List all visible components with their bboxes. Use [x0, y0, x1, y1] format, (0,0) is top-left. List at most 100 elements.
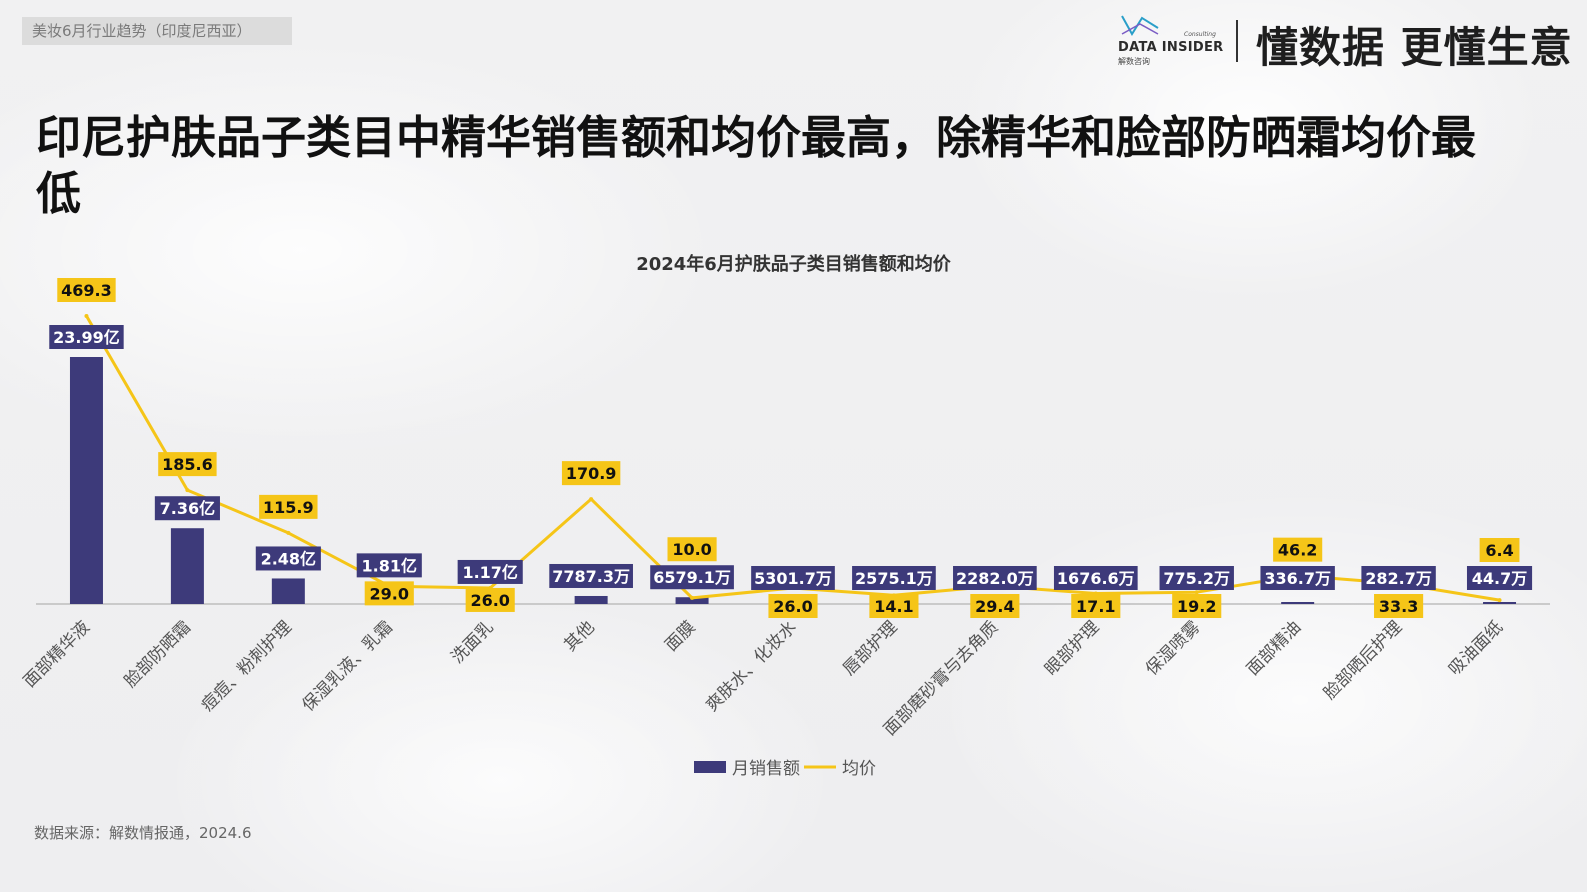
bar-6 [675, 597, 709, 604]
logo-sub: 解数咨询 [1118, 57, 1150, 66]
line-label-9-bg [970, 594, 1020, 618]
bar-label-9-text: 2282.0万 [956, 569, 1034, 588]
line-label-12: 46.2 [1273, 537, 1323, 562]
line-label-7: 26.0 [768, 594, 818, 618]
line-label-10-bg [1071, 594, 1121, 618]
x-tick-label-8: 唇部护理 [839, 617, 901, 679]
bar-label-5-text: 7787.3万 [552, 567, 630, 586]
bar-label-2: 2.48亿 [255, 546, 321, 571]
bar-label-10: 1676.6万 [1053, 566, 1138, 590]
bar-label-4: 1.17亿 [457, 559, 523, 584]
x-tick-label-13: 脸部晒后护理 [1320, 617, 1406, 703]
bar-label-7-text: 5301.7万 [754, 569, 832, 588]
bar-label-11-text: 775.2万 [1163, 569, 1230, 588]
x-tick-label-3: 保湿乳液、乳霜 [299, 617, 397, 715]
line-point-11 [1194, 590, 1199, 595]
line-label-2-bg [259, 494, 318, 519]
breadcrumb: 美妆6月行业趋势（印度尼西亚） [22, 17, 292, 45]
x-tick-label-6: 面膜 [661, 617, 699, 655]
x-tick-label-11: 保湿喷雾 [1142, 617, 1204, 679]
bar-label-11: 775.2万 [1159, 566, 1234, 590]
x-tick-label-10: 眼部护理 [1041, 617, 1103, 679]
line-label-0-text: 469.3 [61, 281, 112, 300]
bar-label-6-text: 6579.1万 [653, 568, 731, 587]
bar-label-4-bg [457, 559, 523, 584]
chart-title: 2024年6月护肤品子类目销售额和均价 [636, 254, 951, 275]
line-label-13: 33.3 [1374, 594, 1424, 618]
logo-text: DATA INSIDER [1118, 40, 1224, 55]
line-label-0-bg [57, 278, 116, 302]
legend-line-label: 均价 [842, 759, 876, 779]
bar-label-14-text: 44.7万 [1472, 569, 1527, 588]
line-label-6: 10.0 [667, 537, 717, 562]
legend-bar-label: 月销售额 [732, 759, 800, 779]
line-label-8-bg [869, 594, 919, 618]
bar-label-7-bg [751, 566, 835, 590]
bar-label-0: 23.99亿 [49, 325, 124, 349]
bar-label-7: 5301.7万 [751, 566, 835, 590]
x-tick-label-7: 爽肤水、化妆水 [702, 617, 800, 715]
data-source: 数据来源：解数情报通，2024.6 [34, 824, 252, 842]
line-label-4-text: 26.0 [470, 591, 509, 610]
bar-label-9-bg [953, 566, 1037, 590]
line-label-13-bg [1374, 594, 1424, 618]
bar-label-3: 1.81亿 [356, 553, 422, 578]
line-label-12-bg [1273, 537, 1323, 562]
bar-label-6: 6579.1万 [650, 565, 734, 590]
line-label-12-text: 46.2 [1278, 541, 1317, 560]
x-tick-label-14: 吸油面纸 [1445, 617, 1507, 679]
line-label-5-text: 170.9 [566, 464, 617, 483]
bar-label-13-text: 282.7万 [1365, 569, 1432, 588]
bar-label-14: 44.7万 [1466, 566, 1533, 590]
bar-label-2-bg [255, 546, 321, 571]
bar-2 [271, 578, 305, 604]
line-label-7-bg [768, 594, 818, 618]
bar-label-0-text: 23.99亿 [53, 328, 120, 347]
bar-label-9: 2282.0万 [953, 566, 1037, 590]
x-tick-label-0: 面部精华液 [20, 617, 94, 691]
line-point-5 [589, 497, 594, 502]
x-tick-label-12: 面部精油 [1243, 617, 1305, 679]
x-tick-label-5: 其他 [560, 617, 598, 655]
bar-label-6-bg [650, 565, 734, 590]
line-label-3-text: 29.0 [370, 584, 409, 603]
line-label-10: 17.1 [1071, 594, 1121, 618]
line-label-10-text: 17.1 [1076, 597, 1115, 616]
line-label-5: 170.9 [561, 461, 621, 486]
bar-label-3-text: 1.81亿 [362, 556, 417, 575]
line-point-6 [690, 595, 695, 600]
line-label-4: 26.0 [465, 587, 515, 612]
bar-label-0-bg [49, 325, 124, 349]
line-label-3-bg [364, 581, 414, 606]
line-label-14: 6.4 [1479, 538, 1520, 562]
bar-0 [69, 357, 103, 604]
line-label-3: 29.0 [364, 581, 414, 606]
line-label-13-text: 33.3 [1379, 597, 1418, 616]
line-label-6-bg [667, 537, 717, 562]
line-point-0 [84, 314, 89, 318]
line-label-1-bg [158, 452, 217, 477]
bar-label-12-text: 336.7万 [1264, 569, 1331, 588]
line-label-1-text: 185.6 [162, 455, 213, 474]
line-label-6-text: 10.0 [672, 540, 711, 559]
line-label-14-bg [1479, 538, 1520, 562]
line-label-8-text: 14.1 [874, 597, 913, 616]
slogan: 懂数据 更懂生意 [1256, 23, 1573, 72]
header-divider [1236, 20, 1238, 62]
bar-label-12: 336.7万 [1260, 566, 1335, 590]
bar-label-1-bg [154, 496, 220, 521]
line-label-11: 19.2 [1172, 594, 1222, 618]
line-label-8: 14.1 [869, 594, 919, 618]
bar-label-13: 282.7万 [1361, 566, 1436, 590]
line-point-2 [286, 530, 291, 535]
line-label-14-text: 6.4 [1485, 541, 1513, 560]
line-label-5-bg [561, 461, 621, 486]
bar-14 [1483, 602, 1517, 604]
bar-label-8-text: 2575.1万 [855, 569, 933, 588]
bar-label-3-bg [356, 553, 422, 578]
logo-consulting: Consulting [1184, 31, 1216, 38]
line-label-1: 185.6 [158, 452, 217, 477]
bar-label-8: 2575.1万 [852, 566, 936, 590]
